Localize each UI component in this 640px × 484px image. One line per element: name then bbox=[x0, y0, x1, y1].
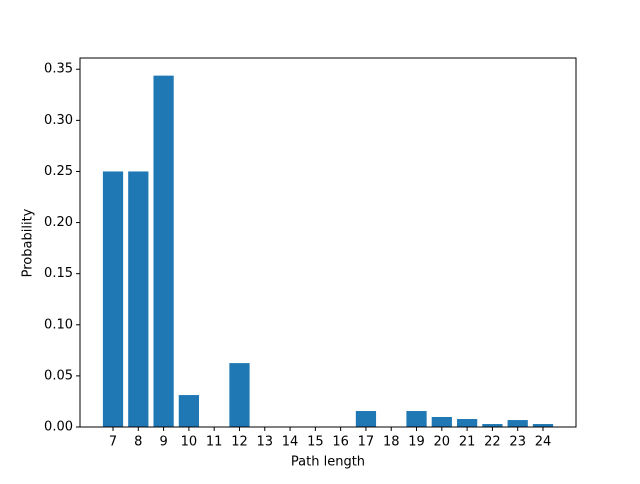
x-axis-label: Path length bbox=[291, 455, 365, 470]
y-tick-label: 0.10 bbox=[44, 317, 73, 332]
x-tick-label: 10 bbox=[181, 435, 198, 450]
bar bbox=[482, 424, 503, 427]
x-tick-label: 20 bbox=[434, 435, 451, 450]
x-tick-label: 18 bbox=[383, 435, 400, 450]
bar bbox=[456, 419, 478, 427]
bar bbox=[153, 75, 174, 428]
bar bbox=[178, 395, 200, 427]
bar bbox=[355, 411, 377, 427]
bar bbox=[532, 424, 554, 427]
y-tick-label: 0.05 bbox=[44, 368, 73, 383]
y-axis-label: Probability bbox=[21, 208, 36, 277]
x-tick-label: 24 bbox=[535, 435, 552, 450]
x-tick-label: 8 bbox=[134, 435, 142, 450]
y-tick-label: 0.35 bbox=[44, 62, 73, 77]
x-tick-label: 15 bbox=[307, 435, 324, 450]
bar bbox=[229, 363, 250, 427]
x-tick-label: 13 bbox=[256, 435, 273, 450]
x-tick-label: 19 bbox=[408, 435, 425, 450]
bar bbox=[128, 171, 149, 427]
bar bbox=[406, 411, 427, 427]
x-tick-label: 21 bbox=[459, 435, 476, 450]
x-tick-label: 14 bbox=[282, 435, 299, 450]
x-tick-label: 12 bbox=[231, 435, 248, 450]
x-tick-label: 7 bbox=[109, 435, 117, 450]
y-tick-label: 0.20 bbox=[44, 215, 73, 230]
x-tick-label: 16 bbox=[332, 435, 349, 450]
y-tick-label: 0.25 bbox=[44, 164, 73, 179]
x-tick-label: 17 bbox=[358, 435, 375, 450]
bar bbox=[507, 420, 528, 427]
x-tick-label: 9 bbox=[159, 435, 167, 450]
plot-frame bbox=[79, 57, 577, 428]
y-tick-label: 0.15 bbox=[44, 266, 73, 281]
bar bbox=[102, 171, 124, 427]
x-tick-label: 23 bbox=[509, 435, 526, 450]
y-tick-label: 0.00 bbox=[44, 420, 73, 435]
bar bbox=[431, 416, 452, 427]
y-tick-label: 0.30 bbox=[44, 113, 73, 128]
x-tick-label: 11 bbox=[206, 435, 223, 450]
x-tick-label: 22 bbox=[484, 435, 501, 450]
